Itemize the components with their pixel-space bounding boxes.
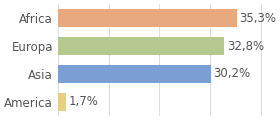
Text: 30,2%: 30,2%	[214, 67, 251, 80]
Bar	[58, 93, 66, 111]
Text: 32,8%: 32,8%	[227, 40, 264, 53]
Bar	[58, 65, 211, 83]
Bar	[58, 37, 224, 55]
Text: 35,3%: 35,3%	[239, 12, 276, 25]
Bar	[58, 9, 237, 27]
Text: 1,7%: 1,7%	[69, 95, 99, 108]
